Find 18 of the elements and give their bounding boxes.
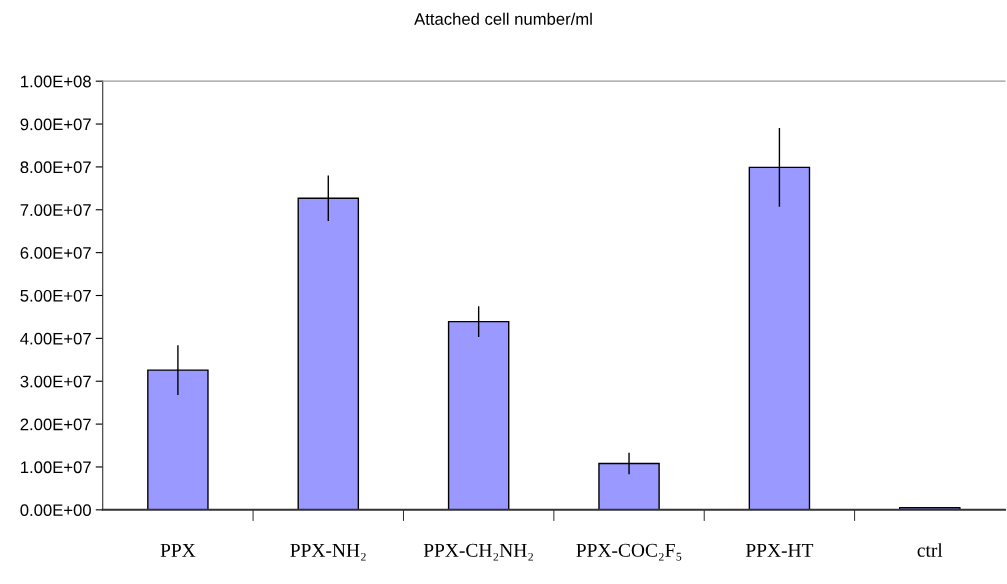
y-tick-label: 3.00E+07 bbox=[20, 375, 91, 388]
y-tick-label: 6.00E+07 bbox=[20, 247, 91, 259]
x-tick-label: ctrl bbox=[917, 543, 943, 557]
x-tick-label: PPX bbox=[160, 543, 196, 557]
y-tick-label: 5.00E+07 bbox=[20, 289, 91, 302]
y-tick-label: 1.00E+08 bbox=[21, 75, 91, 88]
y-tick-label: 1.00E+07 bbox=[21, 461, 91, 474]
y-tick-label: 9.00E+07 bbox=[20, 118, 91, 131]
y-tick-label: 7.00E+07 bbox=[20, 204, 91, 216]
y-tick-label: 0.00E+00 bbox=[20, 504, 91, 517]
y-tick-label: 2.00E+07 bbox=[20, 418, 91, 431]
x-tick-label: PPX-NH₂ bbox=[290, 543, 366, 561]
x-tick-label: PPX-CH₂NH₂ bbox=[423, 543, 534, 561]
y-tick-label: 8.00E+07 bbox=[20, 161, 91, 174]
x-tick-label: PPX-HT bbox=[745, 543, 814, 557]
y-tick-label: 4.00E+07 bbox=[20, 332, 91, 345]
x-tick-label: PPX-COC₂F₅ bbox=[576, 543, 682, 561]
chart-title: Attached cell number/ml bbox=[414, 12, 592, 25]
